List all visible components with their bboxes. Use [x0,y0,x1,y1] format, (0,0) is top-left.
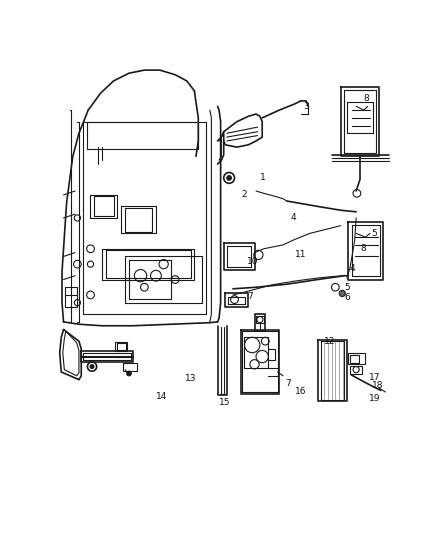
Text: 10: 10 [247,256,258,265]
Text: 16: 16 [294,387,306,395]
Text: 12: 12 [324,337,335,346]
Text: 5: 5 [371,229,377,238]
Text: 8: 8 [360,244,366,253]
Text: 5: 5 [345,283,350,292]
Text: 7: 7 [285,379,291,388]
Bar [123,364,137,371]
Text: 14: 14 [156,392,167,401]
Text: 19: 19 [368,394,380,403]
Bar [256,316,264,324]
Circle shape [339,290,346,296]
Text: 1: 1 [260,173,265,182]
Text: 7: 7 [247,292,253,301]
Text: 4: 4 [291,213,297,222]
Text: 11: 11 [294,251,306,260]
Bar [115,342,127,351]
Text: 18: 18 [372,381,384,390]
Circle shape [227,175,231,180]
Bar [350,366,362,374]
Text: 6: 6 [345,293,350,302]
Text: 17: 17 [368,373,380,382]
Bar [349,353,365,364]
Text: 4: 4 [350,263,356,272]
Bar [254,314,265,331]
Text: 3: 3 [303,102,309,111]
Bar [117,343,126,350]
Text: 8: 8 [364,94,370,103]
Text: 13: 13 [185,374,197,383]
Text: 2: 2 [241,190,247,199]
Text: 15: 15 [219,398,230,407]
Bar [65,287,77,306]
Circle shape [90,365,94,368]
Circle shape [127,371,131,376]
Bar [350,355,359,363]
